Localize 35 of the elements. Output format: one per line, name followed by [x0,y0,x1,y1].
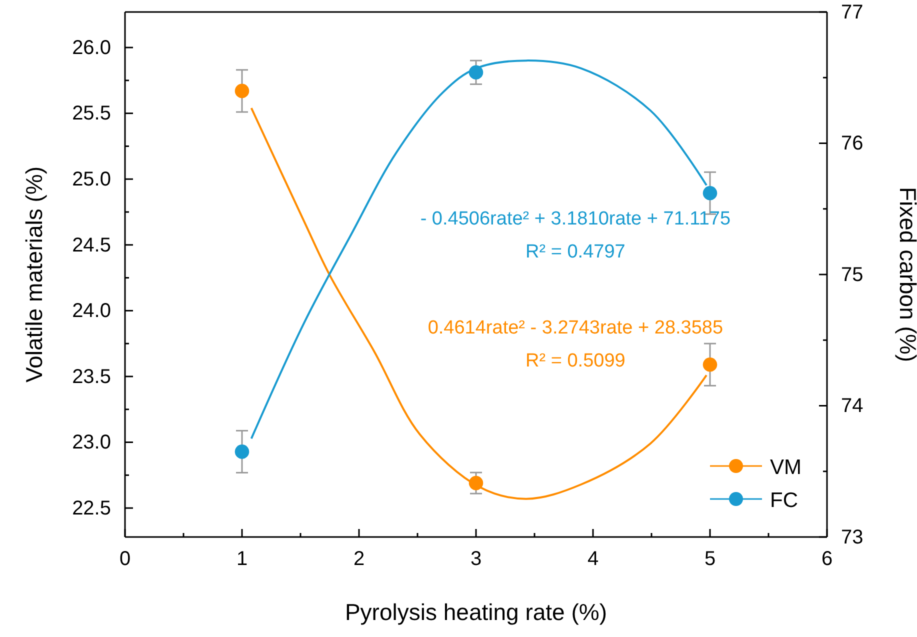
x-axis-title: Pyrolysis heating rate (%) [344,599,608,625]
y-axis-title: Volatile materials (%) [21,166,47,383]
x-tick-label: 1 [236,548,248,570]
y-tick-label: 24.5 [72,234,111,256]
annotation: 0.4614rate² - 3.2743rate + 28.3585 [428,318,724,339]
y-tick-label: 23.0 [72,432,111,454]
y-tick-label: 24.0 [72,300,111,322]
y2-tick-label: 73 [841,526,864,548]
y-tick-label: 25.0 [72,168,111,191]
y-tick-label: 25.5 [72,102,111,125]
y-tick-label: 23.5 [72,366,111,388]
x-tick-label: 0 [119,548,131,570]
point [234,84,250,98]
point [702,358,718,372]
legend-label: VM [770,456,802,479]
y2-tick-label: 77 [841,1,864,24]
annotation: - 0.4506rate² + 3.1810rate + 71.1175 [420,208,731,230]
y-tick-label: 26.0 [72,36,111,59]
annotation: R² = 0.5099 [526,350,626,372]
annotation: R² = 0.4797 [526,241,626,262]
point [468,65,484,80]
y2-tick-label: 76 [841,132,864,155]
x-tick-label: 6 [821,548,833,570]
point [468,476,484,490]
point [702,186,718,200]
x-tick-label: 4 [587,548,599,570]
x-tick-label: 5 [704,548,716,570]
y2-tick-label: 75 [841,264,864,286]
y2-tick-label: 74 [841,395,864,418]
legend-label: FC [770,489,798,512]
x-tick-label: 2 [353,548,365,570]
point [234,444,250,459]
x-tick-label: 3 [470,548,482,570]
y-tick-label: 22.5 [72,497,111,520]
y2-axis-title: Fixed carbon (%) [895,186,917,362]
